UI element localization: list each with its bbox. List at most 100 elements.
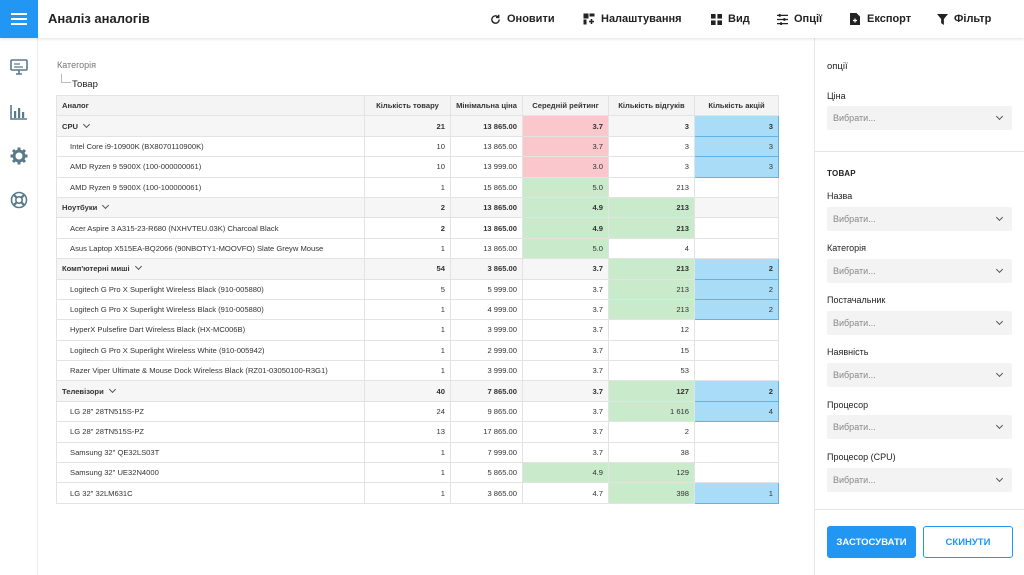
table-row[interactable]: Razer Viper Ultimate & Mouse Dock Wirele… — [56, 360, 779, 382]
group-by-value[interactable]: Товар — [72, 79, 98, 90]
qty-cell: 10 — [364, 135, 451, 158]
table-row[interactable]: LG 28" 28TN515S-PZ 24 9 865.00 3.7 1 616 4 — [56, 400, 779, 423]
apply-button[interactable]: ЗАСТОСУВАТИ — [827, 526, 916, 558]
reviews-cell: 53 — [608, 360, 695, 382]
qty-cell: 2 — [364, 217, 451, 239]
analog-name-cell: LG 28" 28TN515S-PZ — [56, 400, 365, 423]
options-title: опції — [827, 61, 848, 72]
table-row[interactable]: AMD Ryzen 9 5900X (100-100000061) 1 15 865… — [56, 176, 779, 198]
settings-icon — [583, 13, 595, 25]
reset-button[interactable]: СКИНУТИ — [923, 526, 1013, 558]
tree-connector — [61, 74, 71, 83]
rating-cell: 3.7 — [522, 400, 609, 423]
category-select-value: Вибрати... — [833, 266, 876, 276]
table-group-row[interactable]: Комп'ютерні миші 54 3 865.00 3.7 213 2 — [56, 258, 779, 280]
price-select[interactable]: Вибрати... — [827, 106, 1012, 130]
menu-icon — [11, 13, 27, 25]
refresh-button[interactable]: Оновити — [489, 0, 555, 38]
processor-cpu-select-value: Вибрати... — [833, 475, 876, 485]
qty-cell: 1 — [364, 462, 451, 484]
monitor-icon[interactable] — [9, 57, 29, 77]
table-row[interactable]: LG 28" 28TN515S-PZ 13 17 865.00 3.7 2 — [56, 421, 779, 443]
export-button[interactable]: Експорт — [849, 0, 911, 38]
product-section-title: ТОВАР — [827, 169, 856, 178]
view-button[interactable]: Вид — [710, 0, 750, 38]
promos-cell: 2 — [694, 278, 779, 300]
analog-name-cell: AMD Ryzen 9 5900X (100-000000061) — [56, 156, 365, 178]
chevron-down-icon[interactable] — [108, 385, 116, 393]
table-row[interactable]: Acer Aspire 3 A315-23-R680 (NXHVTEU.03K)… — [56, 217, 779, 239]
qty-cell: 1 — [364, 176, 451, 198]
group-name: Ноутбуки — [62, 203, 98, 213]
column-header-promos[interactable]: Кількість акцій — [694, 94, 779, 117]
chart-icon[interactable] — [9, 102, 29, 122]
field-label-processor: Процесор — [827, 400, 869, 410]
analog-name-cell: Ноутбуки — [56, 196, 365, 219]
table-row[interactable]: Samsung 32" QE32LS03T 1 7 999.00 3.7 38 — [56, 441, 779, 464]
column-header-qty[interactable]: Кількість товару — [364, 94, 451, 117]
menu-button[interactable] — [0, 0, 38, 38]
availability-select[interactable]: Вибрати... — [827, 363, 1012, 387]
options-button[interactable]: Опції — [776, 0, 822, 38]
chevron-down-icon[interactable] — [83, 120, 91, 128]
lifebuoy-icon[interactable] — [9, 190, 29, 210]
column-header-min-price[interactable]: Мінімальна ціна — [450, 94, 523, 117]
table-row[interactable]: AMD Ryzen 9 5900X (100-000000061) 10 13 99… — [56, 156, 779, 178]
column-header-rating[interactable]: Середній рейтинг — [522, 94, 609, 117]
qty-cell: 1 — [364, 237, 451, 260]
supplier-select[interactable]: Вибрати... — [827, 311, 1012, 335]
min-price-cell: 7 999.00 — [450, 441, 523, 464]
promos-cell: 3 — [694, 156, 779, 178]
table-group-row[interactable]: Телевізори 40 7 865.00 3.7 127 2 — [56, 380, 779, 402]
table-row[interactable]: Logitech G Pro X Superlight Wireless Bla… — [56, 278, 779, 300]
reviews-cell: 213 — [608, 217, 695, 239]
price-select-value: Вибрати... — [833, 113, 876, 123]
table-group-row[interactable]: CPU 21 13 865.00 3.7 3 3 — [56, 115, 779, 137]
table-row[interactable]: Logitech G Pro X Superlight Wireless Bla… — [56, 298, 779, 321]
table-row[interactable]: Logitech G Pro X Superlight Wireless Whi… — [56, 339, 779, 362]
page-title: Аналіз аналогів — [48, 11, 150, 26]
settings-button[interactable]: Налаштування — [583, 0, 682, 38]
rating-cell: 3.7 — [522, 441, 609, 464]
table-group-row[interactable]: Ноутбуки 2 13 865.00 4.9 213 — [56, 196, 779, 219]
promos-cell: 3 — [694, 135, 779, 158]
group-name: Телевізори — [62, 386, 104, 396]
processor-select[interactable]: Вибрати... — [827, 415, 1012, 439]
table-row[interactable]: Intel Core i9-10900K (BX8070110900K) 10 13… — [56, 135, 779, 158]
left-rail — [0, 38, 38, 575]
min-price-cell: 3 865.00 — [450, 258, 523, 280]
chevron-down-icon — [995, 369, 1004, 378]
table-row[interactable]: Samsung 32" UE32N4000 1 5 865.00 4.9 129 — [56, 462, 779, 484]
product-name: LG 32" 32LM631C — [70, 488, 133, 498]
gear-icon[interactable] — [9, 146, 29, 166]
category-select[interactable]: Вибрати... — [827, 259, 1012, 283]
table-row[interactable]: LG 32" 32LM631C 1 3 865.00 4.7 398 1 — [56, 482, 779, 504]
top-bar: Аналіз аналогів Оновити Налаштування Вид… — [0, 0, 1024, 38]
group-name: CPU — [62, 121, 79, 131]
promos-cell — [694, 196, 779, 219]
promos-cell — [694, 421, 779, 443]
table-row[interactable]: HyperX Pulsefire Dart Wireless Black (HX… — [56, 319, 779, 341]
filter-button[interactable]: Фільтр — [936, 0, 991, 38]
reviews-cell: 129 — [608, 462, 695, 484]
analog-name-cell: Logitech G Pro X Superlight Wireless Whi… — [56, 339, 365, 362]
column-header-analog[interactable]: Аналог — [56, 94, 365, 117]
chevron-down-icon[interactable] — [102, 202, 110, 210]
main-content: Категорія Товар Аналог Кількість товару … — [39, 38, 814, 575]
rating-cell: 3.7 — [522, 319, 609, 341]
analog-name-cell: Комп'ютерні миші — [56, 258, 365, 280]
chevron-down-icon[interactable] — [134, 263, 142, 271]
name-select[interactable]: Вибрати... — [827, 207, 1012, 231]
rating-cell: 4.9 — [522, 462, 609, 484]
column-header-reviews[interactable]: Кількість відгуків — [608, 94, 695, 117]
processor-cpu-select[interactable]: Вибрати... — [827, 468, 1012, 492]
table-body: CPU 21 13 865.00 3.7 3 3 Intel Core i9-10900K … — [56, 115, 779, 504]
table-row[interactable]: Asus Laptop X515EA-BQ2066 (90NBOTY1-MOOV… — [56, 237, 779, 260]
reviews-cell: 3 — [608, 115, 695, 137]
qty-cell: 2 — [364, 196, 451, 219]
reviews-cell: 3 — [608, 135, 695, 158]
analog-name-cell: Razer Viper Ultimate & Mouse Dock Wirele… — [56, 360, 365, 382]
reviews-cell: 12 — [608, 319, 695, 341]
reviews-cell: 213 — [608, 258, 695, 280]
